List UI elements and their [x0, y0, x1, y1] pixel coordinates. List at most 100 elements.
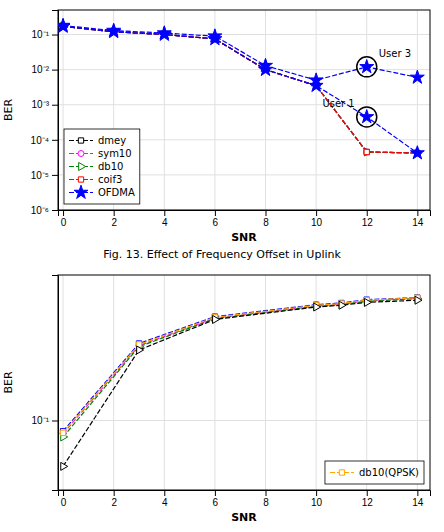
legend-label: db10	[98, 161, 123, 172]
series-marker	[415, 296, 422, 304]
x-tick-mark	[367, 210, 368, 216]
y-tick-mark	[52, 210, 58, 211]
x-tick-mark	[63, 210, 64, 216]
x-tick-label: 10	[311, 217, 323, 228]
series-line	[63, 26, 417, 153]
annotation-circle	[357, 107, 377, 127]
series-marker	[157, 27, 171, 40]
legend-entry: db10(QPSK)	[330, 467, 419, 478]
y-tick-mark	[52, 420, 58, 421]
x-tick-label: 2	[111, 497, 117, 508]
y-tick: 10⁻¹	[32, 29, 58, 40]
x-grid-line	[417, 10, 418, 210]
x-tick-mark	[266, 210, 267, 216]
x-grid-line	[214, 275, 215, 490]
y-tick: 10⁻³	[32, 99, 58, 110]
legend-entry: OFDMA	[69, 185, 135, 198]
x-tick: 14	[412, 490, 424, 508]
series-marker	[314, 302, 321, 310]
legend-entry: db10	[69, 161, 123, 172]
series-marker	[364, 149, 369, 154]
x-tick-label: 4	[162, 217, 168, 228]
plot-area	[58, 18, 424, 159]
legend-label: db10(QPSK)	[359, 467, 419, 478]
x-grid-line	[63, 10, 64, 210]
legend-box	[64, 129, 140, 204]
x-grid-line	[164, 275, 165, 490]
y-axis-title: BER	[2, 371, 15, 393]
series-marker	[309, 78, 323, 91]
y-tick-label: 10⁻³	[32, 99, 50, 110]
y-tick-label: 10⁻⁵	[31, 170, 49, 181]
legend-marker	[74, 185, 88, 198]
figure-title: Fig. 13. Effect of Frequency Offset in U…	[103, 248, 341, 261]
panel: 0246810121410⁻⁶10⁻⁵10⁻⁴10⁻³10⁻²10⁻¹User …	[2, 10, 431, 244]
series-marker	[60, 430, 65, 435]
series-marker	[410, 146, 424, 159]
x-tick-mark	[114, 490, 115, 496]
series-line	[63, 26, 417, 153]
plot-frame	[58, 275, 430, 490]
x-tick-label: 4	[162, 497, 168, 508]
series-marker	[107, 24, 121, 37]
x-tick-label: 14	[412, 497, 424, 508]
x-tick-label: 12	[362, 217, 374, 228]
y-axis-line	[52, 276, 59, 491]
series-marker	[58, 18, 70, 31]
x-tick: 12	[362, 210, 374, 228]
y-grid-line	[58, 69, 430, 70]
y-tick-mark	[52, 70, 58, 71]
y-tick-label: 10⁻²	[32, 64, 50, 75]
y-tick: 10⁻⁴	[31, 135, 58, 146]
series-marker	[60, 431, 66, 437]
y-tick: 10⁻¹	[32, 415, 58, 426]
legend-box	[325, 461, 424, 484]
x-tick: 0	[61, 210, 67, 228]
chart-container: 0246810121410⁻⁶10⁻⁵10⁻⁴10⁻³10⁻²10⁻¹User …	[0, 0, 444, 532]
y-axis-line	[52, 11, 59, 211]
series	[60, 23, 420, 156]
legend-entry: coif3	[69, 174, 122, 185]
x-tick: 2	[111, 490, 117, 508]
x-tick: 4	[162, 210, 168, 228]
legend-marker	[78, 138, 83, 143]
x-axis-title: SNR	[231, 231, 257, 244]
panel: 0246810121410⁻¹SNRBERdb10(QPSK)	[2, 275, 431, 524]
legend-marker	[339, 470, 344, 475]
legend: dmeysym10db10coif3OFDMA	[64, 129, 140, 204]
series	[60, 24, 420, 156]
x-tick-label: 0	[61, 497, 67, 508]
x-tick-label: 2	[111, 217, 117, 228]
series	[58, 18, 424, 86]
series-marker	[339, 301, 346, 309]
x-tick: 10	[311, 210, 323, 228]
x-tick-label: 8	[263, 497, 269, 508]
series-line	[63, 299, 417, 437]
legend-marker	[78, 151, 84, 157]
x-tick-mark	[417, 210, 418, 216]
x-tick-mark	[266, 490, 267, 496]
series-marker	[137, 346, 144, 354]
series-line	[63, 300, 417, 466]
series-marker	[208, 32, 222, 45]
y-tick-mark	[52, 175, 58, 176]
series-marker	[410, 70, 424, 83]
x-tick-mark	[215, 210, 216, 216]
x-tick-mark	[164, 490, 165, 496]
x-tick-label: 8	[263, 217, 269, 228]
x-tick-mark	[164, 210, 165, 216]
series-marker	[58, 19, 70, 32]
x-grid-line	[366, 275, 367, 490]
series-line	[63, 298, 417, 433]
x-tick-label: 0	[61, 217, 67, 228]
x-tick-label: 6	[213, 497, 219, 508]
x-tick: 6	[213, 210, 219, 228]
series	[60, 24, 420, 156]
series-marker	[61, 462, 68, 470]
legend-label: OFDMA	[98, 187, 135, 198]
annotation-text: User 3	[379, 48, 411, 59]
y-axis: 10⁻¹	[32, 276, 59, 491]
y-tick-label: 10⁻⁴	[31, 135, 49, 146]
legend-label: coif3	[98, 174, 122, 185]
x-tick-mark	[63, 490, 64, 496]
